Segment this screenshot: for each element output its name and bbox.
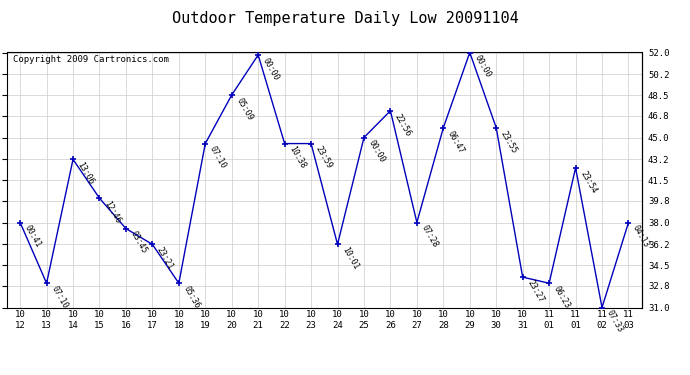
Text: 00:00: 00:00 xyxy=(367,139,386,165)
Text: 00:41: 00:41 xyxy=(23,224,43,249)
Text: 12:46: 12:46 xyxy=(102,200,122,225)
Text: Copyright 2009 Cartronics.com: Copyright 2009 Cartronics.com xyxy=(13,55,169,64)
Text: 00:00: 00:00 xyxy=(261,56,281,82)
Text: 23:27: 23:27 xyxy=(526,279,545,304)
Text: 06:47: 06:47 xyxy=(446,129,466,155)
Text: 07:10: 07:10 xyxy=(208,145,228,171)
Text: 04:13: 04:13 xyxy=(631,224,651,249)
Text: 13:06: 13:06 xyxy=(76,161,96,186)
Text: 06:23: 06:23 xyxy=(552,285,572,310)
Text: 23:55: 23:55 xyxy=(499,129,519,155)
Text: 07:10: 07:10 xyxy=(50,285,69,310)
Text: 10:38: 10:38 xyxy=(288,145,307,171)
Text: 05:36: 05:36 xyxy=(181,285,201,310)
Text: 22:56: 22:56 xyxy=(393,112,413,138)
Text: 23:54: 23:54 xyxy=(578,169,598,195)
Text: 23:21: 23:21 xyxy=(155,246,175,272)
Text: 23:59: 23:59 xyxy=(314,145,334,171)
Text: 05:09: 05:09 xyxy=(235,96,255,122)
Text: 07:33: 07:33 xyxy=(605,309,624,334)
Text: 07:28: 07:28 xyxy=(420,224,440,249)
Text: Outdoor Temperature Daily Low 20091104: Outdoor Temperature Daily Low 20091104 xyxy=(172,11,518,26)
Text: 00:00: 00:00 xyxy=(473,54,493,80)
Text: 10:01: 10:01 xyxy=(340,246,360,272)
Text: 03:45: 03:45 xyxy=(129,230,148,256)
